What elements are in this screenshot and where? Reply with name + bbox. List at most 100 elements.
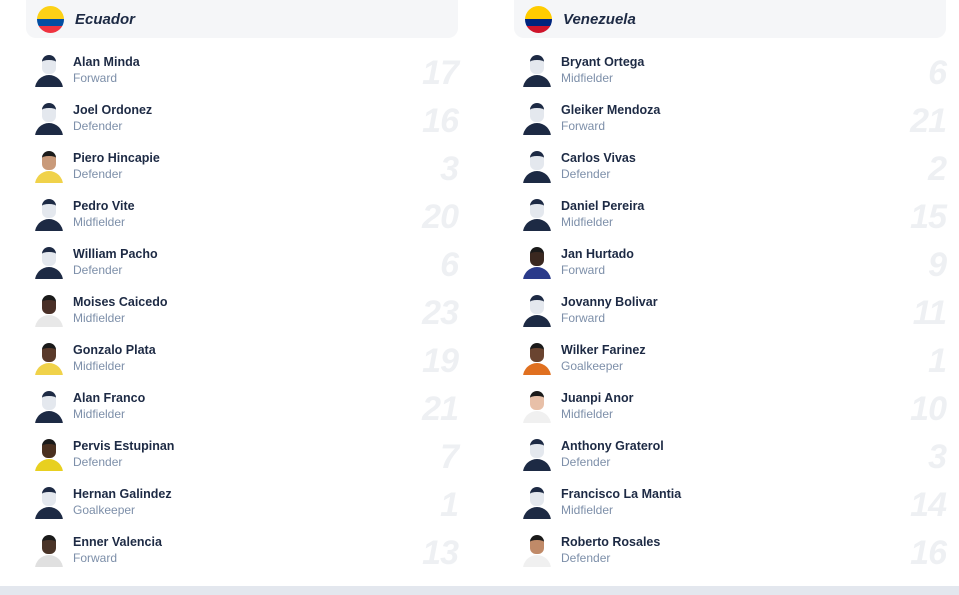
player-position: Goalkeeper bbox=[561, 359, 624, 373]
player-number: 21 bbox=[910, 102, 947, 140]
player-avatar-icon bbox=[522, 197, 552, 231]
player-position: Forward bbox=[73, 71, 118, 85]
player-position: Defender bbox=[561, 551, 611, 565]
player-position: Midfielder bbox=[73, 407, 126, 421]
player-name: William Pacho bbox=[73, 247, 158, 261]
player-name: Bryant Ortega bbox=[561, 55, 645, 69]
player-avatar-icon bbox=[522, 149, 552, 183]
player-name: Juanpi Anor bbox=[561, 391, 634, 405]
player-row[interactable]: Joel Ordonez Defender 16 bbox=[26, 94, 459, 142]
player-avatar-icon bbox=[522, 485, 552, 519]
player-row[interactable]: Gonzalo Plata Midfielder 19 bbox=[26, 334, 459, 382]
player-row[interactable]: Wilker Farinez Goalkeeper 1 bbox=[514, 334, 947, 382]
player-avatar-icon bbox=[34, 53, 64, 87]
player-number: 21 bbox=[422, 390, 459, 428]
player-row[interactable]: Pedro Vite Midfielder 20 bbox=[26, 190, 459, 238]
player-row[interactable]: William Pacho Defender 6 bbox=[26, 238, 459, 286]
player-avatar-icon bbox=[522, 437, 552, 471]
team-venezuela: Venezuela Bryant Ortega Midfielder 6 Gle… bbox=[514, 0, 947, 574]
player-photo bbox=[522, 245, 552, 279]
player-number: 14 bbox=[910, 486, 947, 524]
player-row[interactable]: Juanpi Anor Midfielder 10 bbox=[514, 382, 947, 430]
player-name: Hernan Galindez bbox=[73, 487, 172, 501]
player-position: Forward bbox=[73, 551, 118, 565]
player-name: Piero Hincapie bbox=[73, 151, 160, 165]
player-number: 9 bbox=[928, 246, 947, 284]
player-name: Wilker Farinez bbox=[561, 343, 646, 357]
player-photo bbox=[522, 533, 552, 567]
player-row[interactable]: Roberto Rosales Defender 16 bbox=[514, 526, 947, 574]
player-position: Defender bbox=[73, 455, 123, 469]
player-number: 17 bbox=[422, 54, 459, 92]
player-avatar-icon bbox=[522, 293, 552, 327]
player-number: 3 bbox=[440, 150, 459, 188]
player-position: Midfielder bbox=[561, 215, 614, 229]
player-row[interactable]: Pervis Estupinan Defender 7 bbox=[26, 430, 459, 478]
player-name: Francisco La Mantia bbox=[561, 487, 682, 501]
player-row[interactable]: Francisco La Mantia Midfielder 14 bbox=[514, 478, 947, 526]
player-photo bbox=[522, 389, 552, 423]
flag-icon bbox=[525, 5, 552, 33]
player-photo bbox=[34, 341, 64, 375]
player-number: 2 bbox=[928, 150, 947, 188]
player-number: 15 bbox=[910, 198, 947, 236]
player-position: Midfielder bbox=[73, 215, 126, 229]
player-position: Defender bbox=[561, 455, 611, 469]
player-number: 23 bbox=[422, 294, 459, 332]
player-row[interactable]: Alan Minda Forward 17 bbox=[26, 46, 459, 94]
player-number: 16 bbox=[910, 534, 947, 572]
team-name: Ecuador bbox=[75, 10, 136, 28]
player-name: Moises Caicedo bbox=[73, 295, 168, 309]
player-row[interactable]: Jan Hurtado Forward 9 bbox=[514, 238, 947, 286]
team-name: Venezuela bbox=[563, 10, 636, 28]
player-row[interactable]: Jovanny Bolivar Forward 11 bbox=[514, 286, 947, 334]
player-number: 3 bbox=[928, 438, 947, 476]
team-header[interactable]: Venezuela bbox=[514, 0, 946, 38]
player-avatar-icon bbox=[522, 53, 552, 87]
player-name: Jovanny Bolivar bbox=[561, 295, 658, 309]
player-number: 16 bbox=[422, 102, 459, 140]
player-position: Goalkeeper bbox=[73, 503, 136, 517]
player-row[interactable]: Moises Caicedo Midfielder 23 bbox=[26, 286, 459, 334]
player-photo bbox=[522, 341, 552, 375]
player-position: Defender bbox=[73, 167, 123, 181]
player-avatar-icon bbox=[34, 485, 64, 519]
player-name: Alan Minda bbox=[73, 55, 140, 69]
player-row[interactable]: Daniel Pereira Midfielder 15 bbox=[514, 190, 947, 238]
player-position: Midfielder bbox=[561, 407, 614, 421]
player-avatar-icon bbox=[34, 245, 64, 279]
player-name: Jan Hurtado bbox=[561, 247, 634, 261]
player-row[interactable]: Alan Franco Midfielder 21 bbox=[26, 382, 459, 430]
team-ecuador: Ecuador Alan Minda Forward 17 Joel Ordon… bbox=[26, 0, 459, 574]
player-number: 6 bbox=[928, 54, 947, 92]
player-row[interactable]: Anthony Graterol Defender 3 bbox=[514, 430, 947, 478]
team-header[interactable]: Ecuador bbox=[26, 0, 458, 38]
player-row[interactable]: Piero Hincapie Defender 3 bbox=[26, 142, 459, 190]
player-position: Midfielder bbox=[73, 311, 126, 325]
player-position: Midfielder bbox=[561, 71, 614, 85]
player-name: Pedro Vite bbox=[73, 199, 135, 213]
player-row[interactable]: Bryant Ortega Midfielder 6 bbox=[514, 46, 947, 94]
player-name: Enner Valencia bbox=[73, 535, 162, 549]
player-row[interactable]: Carlos Vivas Defender 2 bbox=[514, 142, 947, 190]
player-number: 6 bbox=[440, 246, 459, 284]
player-position: Defender bbox=[73, 263, 123, 277]
player-name: Pervis Estupinan bbox=[73, 439, 175, 453]
player-number: 10 bbox=[910, 390, 947, 428]
player-photo bbox=[34, 149, 64, 183]
player-number: 11 bbox=[912, 294, 947, 332]
player-avatar-icon bbox=[34, 389, 64, 423]
player-number: 1 bbox=[440, 486, 459, 524]
player-name: Roberto Rosales bbox=[561, 535, 661, 549]
player-name: Joel Ordonez bbox=[73, 103, 153, 117]
player-name: Gleiker Mendoza bbox=[561, 103, 661, 117]
player-avatar-icon bbox=[34, 101, 64, 135]
player-number: 7 bbox=[440, 438, 459, 476]
player-name: Gonzalo Plata bbox=[73, 343, 156, 357]
player-avatar-icon bbox=[34, 197, 64, 231]
player-row[interactable]: Gleiker Mendoza Forward 21 bbox=[514, 94, 947, 142]
player-row[interactable]: Hernan Galindez Goalkeeper 1 bbox=[26, 478, 459, 526]
player-photo bbox=[34, 533, 64, 567]
player-row[interactable]: Enner Valencia Forward 13 bbox=[26, 526, 459, 574]
player-avatar-icon bbox=[522, 101, 552, 135]
